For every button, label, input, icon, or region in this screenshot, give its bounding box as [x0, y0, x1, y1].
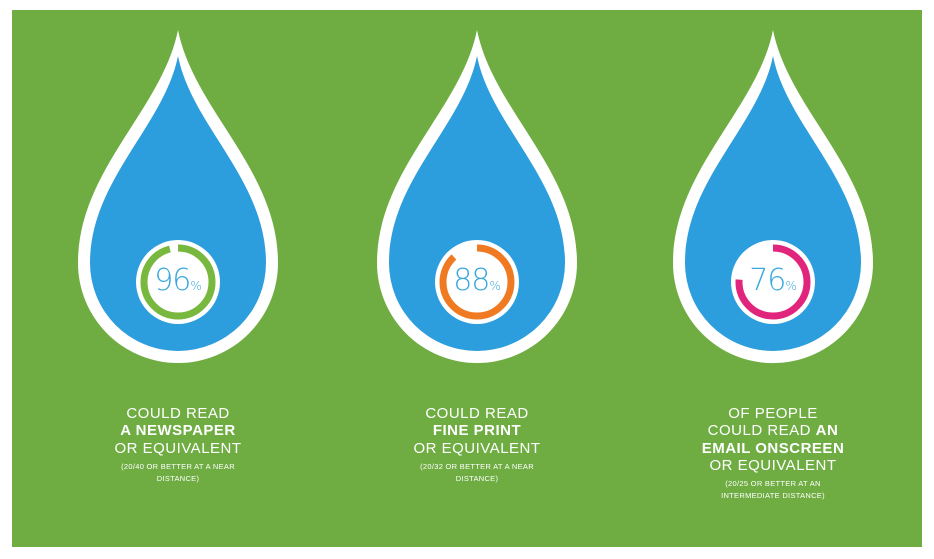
- water-drop-1: [78, 30, 278, 363]
- stat-unit-2: %: [489, 279, 501, 293]
- caption-2-line1: COULD READ: [425, 405, 529, 422]
- stat-number-1: 96: [154, 263, 191, 298]
- stat-unit-3: %: [785, 279, 797, 293]
- caption-3: OF PEOPLE COULD READ AN EMAIL ONSCREEN O…: [673, 405, 873, 502]
- caption-2-line3: OR EQUIVALENT: [413, 439, 541, 457]
- ring-progress-1: [140, 244, 216, 320]
- ring-progress-3: [735, 244, 811, 320]
- water-drop-3: [673, 30, 874, 364]
- caption-2-bold: FINE PRINT: [432, 422, 522, 440]
- stat-value-2: 88%: [437, 263, 517, 298]
- caption-1-line3: OR EQUIVALENT: [114, 439, 242, 457]
- caption-1: COULD READ A NEWSPAPER OR EQUIVALENT (20…: [78, 405, 278, 485]
- ring-bg-2: [435, 240, 519, 324]
- drop-fill-3: [685, 56, 861, 351]
- caption-2-note: (20/32 OR BETTER AT A NEAR DISTANCE): [420, 461, 534, 483]
- caption-1-line1: COULD READ: [126, 405, 230, 422]
- stat-number-2: 88: [453, 263, 490, 298]
- stat-value-3: 76%: [733, 263, 813, 298]
- caption-2: COULD READ FINE PRINT OR EQUIVALENT (20/…: [377, 405, 577, 485]
- stat-number-3: 76: [749, 263, 786, 298]
- caption-3-line2b: AN: [815, 422, 839, 440]
- ring-bg-1: [136, 240, 220, 324]
- water-drop-2: [377, 30, 577, 363]
- ring-bg-3: [731, 240, 815, 324]
- stat-value-1: 96%: [138, 263, 218, 298]
- caption-3-line3: OR EQUIVALENT: [709, 456, 837, 474]
- caption-3-bold: EMAIL ONSCREEN: [701, 439, 845, 457]
- caption-3-line1: OF PEOPLE: [728, 405, 818, 422]
- caption-1-note: (20/40 OR BETTER AT A NEAR DISTANCE): [121, 461, 235, 483]
- caption-1-bold: A NEWSPAPER: [120, 422, 236, 440]
- ring-progress-2: [439, 244, 515, 320]
- drop-fill-2: [389, 56, 565, 351]
- drop-fill-1: [90, 56, 266, 351]
- caption-3-line2a: COULD READ: [707, 422, 811, 440]
- caption-3-note: (20/25 OR BETTER AT AN INTERMEDIATE DIST…: [721, 479, 825, 500]
- stat-unit-1: %: [190, 279, 202, 293]
